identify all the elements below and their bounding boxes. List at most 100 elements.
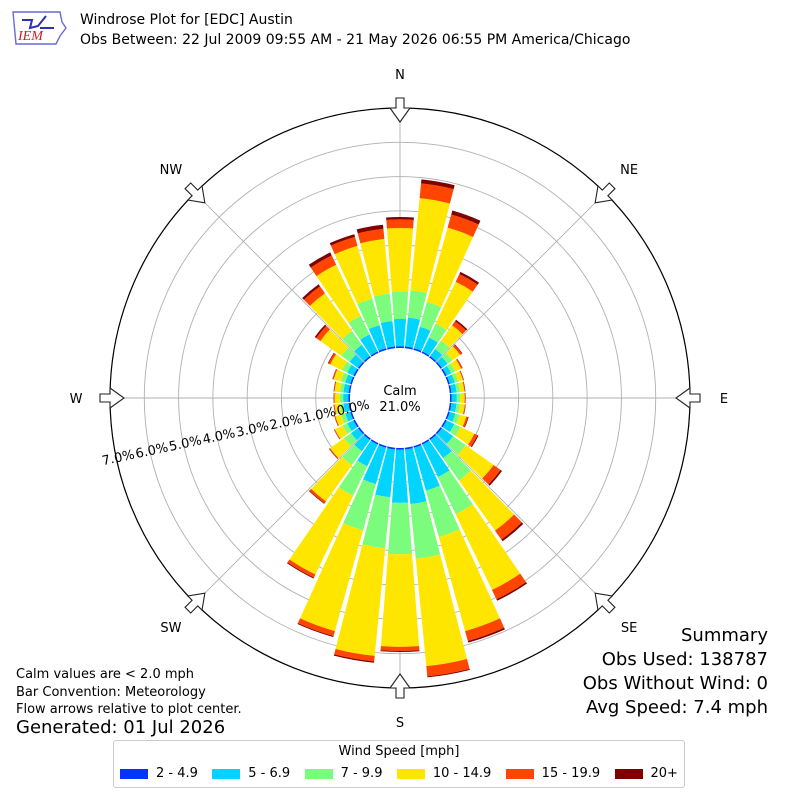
legend-item: 5 - 6.9	[212, 766, 290, 781]
wind-bar-segment	[357, 440, 378, 467]
summary-obs-used: Obs Used: 138787	[601, 649, 768, 670]
wind-bar-segment	[452, 344, 462, 355]
wind-bar-segment	[380, 650, 420, 652]
wind-bar-segment	[347, 420, 358, 432]
wind-bar-segment	[455, 504, 521, 590]
wind-bar-segment	[405, 317, 421, 348]
wind-bar-segment	[441, 325, 463, 348]
legend-item: 2 - 4.9	[120, 766, 198, 781]
wind-bar-segment	[357, 361, 365, 369]
legend-items: 2 - 4.9 5 - 6.9 7 - 9.9 10 - 14.9 15 - 19.9 2…	[120, 766, 678, 781]
wind-bar-segment	[436, 357, 448, 368]
wind-bar-segment	[413, 348, 422, 353]
wind-bar-segment	[452, 321, 467, 335]
legend-item: 10 - 14.9	[396, 766, 492, 781]
wind-bar-segment	[387, 446, 396, 450]
compass-label: E	[720, 392, 728, 407]
wind-bar-segment	[343, 479, 376, 531]
wind-bar-segment	[342, 444, 362, 466]
wind-bar-segment	[375, 448, 395, 498]
summary-box: Summary Obs Used: 138787 Obs Without Win…	[583, 624, 768, 720]
wind-bar-segment	[329, 448, 339, 459]
wind-bar-segment	[421, 351, 430, 357]
wind-bar-segment	[435, 340, 450, 355]
iem-logo: IEM	[10, 8, 68, 48]
wind-bar-segment	[429, 355, 437, 363]
wind-bar-segment	[459, 370, 464, 381]
logo-text: IEM	[17, 29, 44, 44]
note-convention: Bar Convention: Meteorology	[16, 684, 206, 700]
wind-bar-segment	[289, 487, 354, 575]
wind-bar-segment	[441, 419, 447, 428]
wind-bar-segment	[329, 234, 356, 246]
wind-bar-segment	[330, 236, 358, 255]
wind-bar-segment	[447, 411, 456, 422]
legend-swatch	[304, 768, 333, 779]
grid-spoke	[435, 192, 606, 363]
legend-label: 7 - 9.9	[340, 766, 383, 781]
wind-bar-segment	[459, 470, 515, 531]
wind-bar-segment	[387, 346, 396, 350]
wind-bar-segment	[386, 219, 414, 229]
wind-bar-segment	[368, 325, 387, 351]
wind-bar-segment	[396, 346, 404, 349]
note-calm: Calm values are < 2.0 mph	[16, 667, 195, 682]
wind-bar-segment	[345, 411, 353, 422]
wind-bar-segment	[460, 370, 465, 381]
compass-label: N	[395, 68, 405, 83]
radial-tick-label: 2.0%	[268, 412, 303, 434]
wind-bar-segment	[445, 376, 450, 385]
legend-label: 10 - 14.9	[432, 766, 492, 781]
wind-bar-segment	[362, 494, 391, 549]
compass-label: SE	[621, 621, 637, 636]
wind-bar-segment	[347, 364, 358, 376]
legend-swatch	[212, 768, 241, 779]
wind-bar-segment	[341, 361, 352, 373]
wind-bar-segment	[427, 668, 470, 678]
wind-bar-segment	[341, 413, 349, 424]
wind-bar-segment	[342, 423, 352, 434]
title-line-2: Obs Between: 22 Jul 2009 09:55 AM - 21 M…	[80, 32, 631, 48]
wind-bar-segment	[360, 239, 390, 297]
direction-arrow-icon	[675, 386, 701, 410]
wind-bar-segment	[354, 434, 370, 452]
wind-bar-segment	[464, 392, 466, 404]
wind-bar-segment	[455, 403, 460, 413]
generated-date: Generated: 01 Jul 2026	[16, 717, 226, 738]
wind-bar-segment	[447, 214, 479, 237]
direction-arrow-icon	[184, 182, 206, 204]
wind-bar-segment	[435, 361, 443, 369]
wind-bar-segment	[464, 416, 469, 428]
wind-bar-segment	[333, 369, 345, 382]
wind-bar-segment	[452, 413, 460, 424]
legend-swatch	[505, 768, 534, 779]
wind-bar-segment	[333, 404, 337, 415]
wind-bar-segment	[415, 554, 468, 667]
wind-bar-segment	[350, 411, 355, 420]
wind-bar-segment	[393, 318, 407, 347]
wind-bar-segment	[436, 428, 454, 444]
wind-bar-segment	[343, 383, 350, 393]
wind-bar-segment	[454, 370, 464, 382]
wind-bar-segment	[343, 393, 349, 403]
radial-tick-label: 1.0%	[302, 405, 337, 427]
chart-title: Windrose Plot for [EDC] Austin Obs Betwe…	[80, 10, 630, 50]
wind-bar-segment	[340, 383, 345, 393]
wind-bar-segment	[450, 403, 457, 413]
wind-bar-segment	[451, 373, 459, 383]
legend-swatch	[614, 768, 643, 779]
wind-bar-segment	[380, 553, 420, 647]
wind-bar-segment	[334, 403, 342, 415]
wind-bar-segment	[327, 352, 335, 364]
wind-bar-segment	[320, 329, 349, 356]
notes: Calm values are < 2.0 mph Bar Convention…	[16, 666, 242, 719]
wind-bar-segment	[405, 448, 427, 505]
wind-bar-segment	[468, 433, 478, 447]
legend-item: 15 - 19.9	[505, 766, 600, 781]
direction-arrow-icon	[99, 386, 125, 410]
direction-arrow-icon	[184, 592, 206, 614]
wind-bar-segment	[334, 416, 339, 427]
radial-tick-label: 6.0%	[134, 440, 169, 462]
wind-bar-segment	[334, 649, 375, 662]
